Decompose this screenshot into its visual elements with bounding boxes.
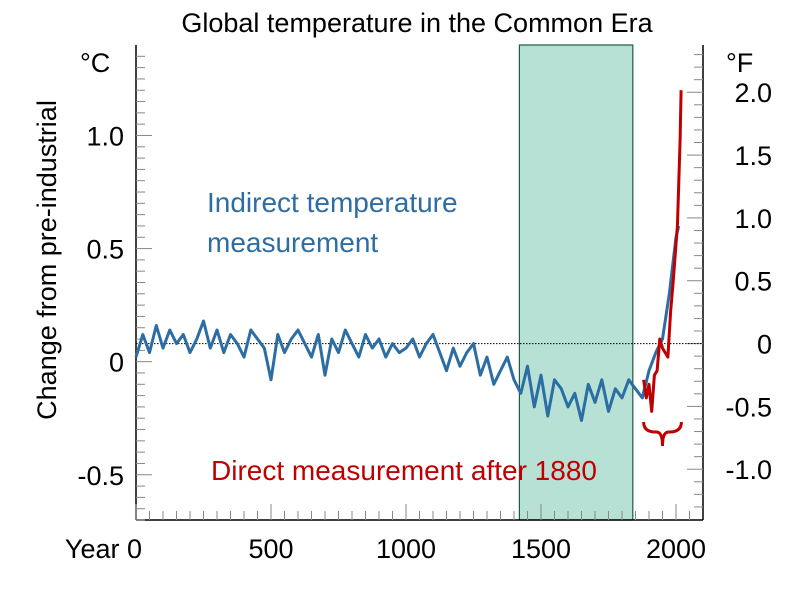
- annotation-direct: Direct measurement after 1880: [211, 455, 597, 486]
- right-tick-label: 0: [757, 330, 772, 360]
- left-unit-label: °C: [80, 48, 110, 78]
- y-axis-label: Change from pre-industrial: [32, 100, 62, 420]
- left-tick-label: 0.5: [86, 235, 124, 265]
- left-tick-label: -0.5: [77, 461, 124, 491]
- right-tick-label: -0.5: [725, 392, 772, 422]
- right-tick-label: 0.5: [734, 267, 772, 297]
- chart-title: Global temperature in the Common Era: [181, 8, 653, 38]
- left-tick-label: 1.0: [86, 121, 124, 151]
- annotation-indirect-line2: measurement: [207, 227, 378, 258]
- x-tick-label: 500: [248, 534, 293, 564]
- right-tick-label: 2.0: [734, 78, 772, 108]
- right-tick-label: 1.0: [734, 204, 772, 234]
- x-tick-label: 1500: [511, 534, 571, 564]
- direct-period-bracket: [642, 421, 683, 447]
- series-line-direct: [642, 90, 683, 413]
- highlight-region: [518, 44, 634, 521]
- right-tick-label: 1.5: [734, 141, 772, 171]
- right-tick-label: -1.0: [725, 455, 772, 485]
- x-tick-label: Year 0: [65, 534, 142, 564]
- annotation-indirect-line1: Indirect temperature: [207, 187, 458, 218]
- right-unit-label: °F: [726, 48, 753, 78]
- series-line-indirect: [134, 225, 681, 422]
- left-tick-label: 0: [109, 348, 124, 378]
- x-tick-label: 1000: [376, 534, 436, 564]
- x-tick-label: 2000: [646, 534, 706, 564]
